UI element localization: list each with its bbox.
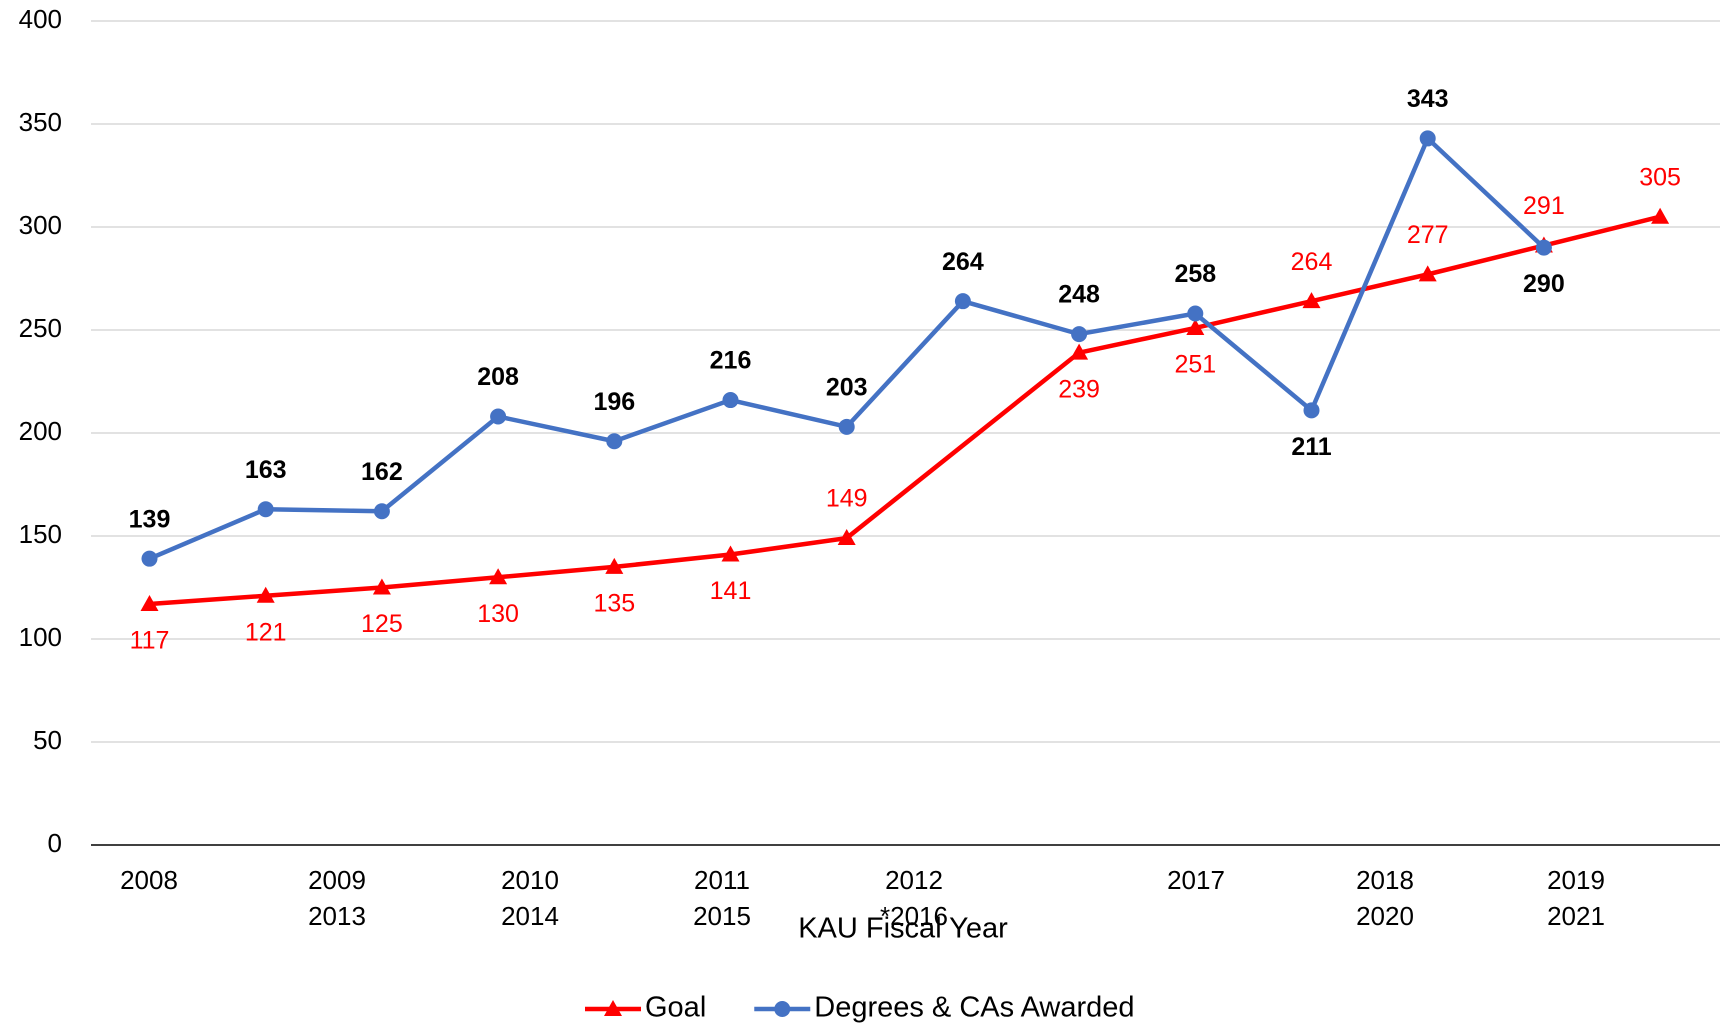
triangle-marker [837, 529, 856, 546]
data-label: 264 [942, 248, 984, 276]
x-axis-title: KAU Fiscal Year [798, 913, 1008, 945]
data-label: 305 [1639, 163, 1681, 191]
triangle-marker [1418, 265, 1437, 282]
data-label: 203 [826, 373, 868, 401]
data-label: 291 [1523, 192, 1565, 220]
data-label: 149 [826, 485, 868, 513]
data-label: 125 [361, 610, 403, 638]
data-label: 290 [1523, 270, 1565, 298]
y-tick-label: 0 [48, 828, 62, 858]
x-tick-label: 2018 [1356, 865, 1414, 895]
triangle-marker [721, 545, 740, 562]
x-tick-label: 2015 [693, 901, 751, 931]
circle-marker [490, 408, 507, 425]
circle-marker [606, 433, 623, 450]
triangle-marker [1186, 318, 1205, 335]
y-tick-label: 400 [19, 4, 62, 34]
x-tick-label: 2009 [308, 865, 366, 895]
triangle-marker [256, 586, 275, 603]
data-label: 162 [361, 458, 403, 486]
data-label: 196 [593, 388, 635, 416]
y-tick-label: 350 [19, 107, 62, 137]
data-label: 121 [245, 618, 287, 646]
triangle-marker [1651, 207, 1670, 224]
data-label: 130 [477, 600, 519, 628]
data-label: 251 [1174, 351, 1216, 379]
circle-marker [1071, 326, 1088, 343]
data-label: 139 [129, 505, 171, 533]
circle-marker [722, 392, 739, 409]
y-tick-label: 300 [19, 210, 62, 240]
circle-marker [1535, 239, 1552, 256]
triangle-marker [489, 568, 508, 585]
data-label: 277 [1407, 221, 1449, 249]
x-tick-label: 2019 [1547, 865, 1605, 895]
data-label: 264 [1291, 248, 1333, 276]
triangle-marker [140, 594, 159, 611]
data-label: 141 [710, 577, 752, 605]
x-tick-label: 2014 [501, 901, 559, 931]
data-label: 135 [593, 590, 635, 618]
legend-label: Goal [645, 992, 706, 1024]
data-label: 248 [1058, 281, 1100, 309]
x-tick-label: 2013 [308, 901, 366, 931]
triangle-marker [1302, 292, 1321, 309]
legend-marker [604, 1000, 622, 1016]
y-tick-label: 250 [19, 313, 62, 343]
data-label: 208 [477, 363, 519, 391]
legend-marker [774, 1001, 791, 1017]
data-label: 163 [245, 456, 287, 484]
y-tick-label: 100 [19, 622, 62, 652]
data-label: 258 [1174, 260, 1216, 288]
circle-marker [838, 418, 855, 435]
circle-marker [1303, 402, 1320, 419]
circle-marker [1419, 130, 1436, 147]
y-tick-label: 150 [19, 519, 62, 549]
data-label: 216 [710, 347, 752, 375]
x-tick-label: 2021 [1547, 901, 1605, 931]
legend-label: Degrees & CAs Awarded [814, 992, 1134, 1024]
x-tick-label: 2011 [694, 865, 750, 895]
circle-marker [141, 550, 158, 567]
x-tick-label: 2008 [120, 865, 178, 895]
circle-marker [373, 503, 390, 520]
data-label: 343 [1407, 85, 1449, 113]
series-line [149, 214, 1661, 607]
x-tick-label: 2017 [1167, 865, 1225, 895]
data-label: 239 [1058, 375, 1100, 403]
triangle-marker [605, 557, 624, 574]
circle-marker [1187, 305, 1204, 322]
data-label: 211 [1291, 433, 1331, 461]
data-label: 117 [130, 627, 170, 655]
x-tick-label: 2020 [1356, 901, 1414, 931]
triangle-marker [372, 578, 391, 595]
x-tick-label: *2016 [880, 901, 948, 931]
circle-marker [954, 293, 971, 310]
y-tick-label: 50 [33, 725, 62, 755]
x-tick-label: 2010 [501, 865, 559, 895]
circle-marker [257, 501, 274, 518]
triangle-marker [1070, 343, 1089, 360]
y-tick-label: 200 [19, 416, 62, 446]
x-tick-label: 2012 [885, 865, 943, 895]
